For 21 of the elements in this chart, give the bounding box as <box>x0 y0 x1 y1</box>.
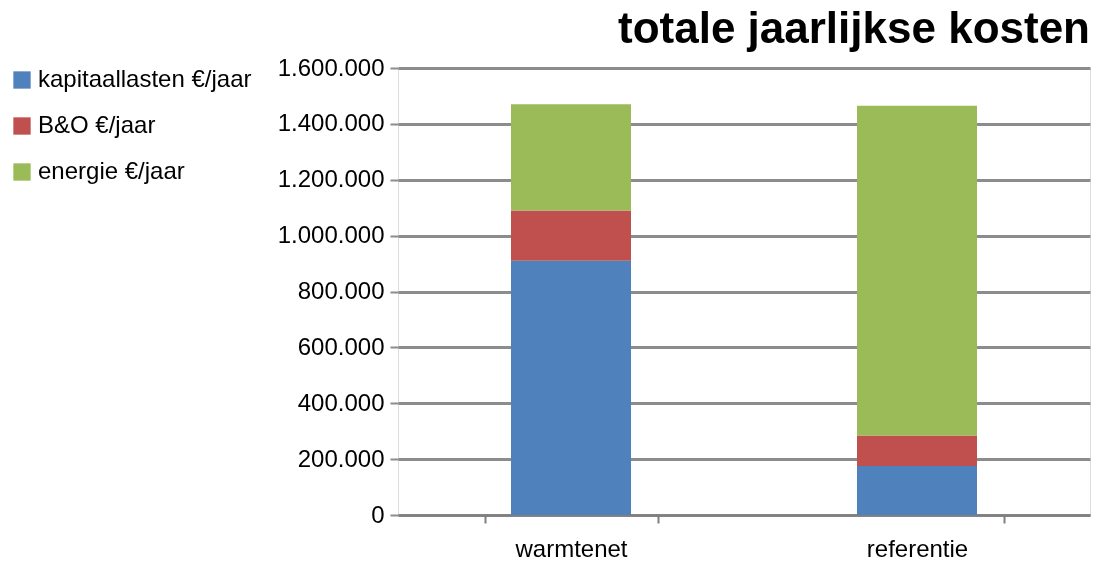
y-tick-label: 400.000 <box>297 388 385 416</box>
bar <box>511 104 631 211</box>
y-tick-label: 600.000 <box>297 332 385 360</box>
x-tick-label: warmtenet <box>514 534 628 562</box>
bar <box>857 435 977 467</box>
y-tick-label: 0 <box>371 500 385 528</box>
legend-label: B&O €/jaar <box>38 111 156 138</box>
y-tick-label: 1.400.000 <box>277 109 385 137</box>
legend-label: kapitaallasten €/jaar <box>38 65 252 92</box>
y-tick-label: 1.200.000 <box>277 165 385 193</box>
bar <box>511 210 631 261</box>
y-tick-label: 200.000 <box>297 444 385 472</box>
y-tick-label: 1.600.000 <box>277 53 385 81</box>
x-tick-label: referentie <box>866 534 969 562</box>
bar <box>511 260 631 515</box>
y-tick-label: 800.000 <box>297 277 385 304</box>
bar <box>857 105 977 436</box>
y-tick-label: 1.000.000 <box>277 221 385 249</box>
legend-label: energie €/jaar <box>38 157 185 184</box>
chart-title: totale jaarlijkse kosten <box>618 3 1090 52</box>
bar <box>857 466 977 515</box>
